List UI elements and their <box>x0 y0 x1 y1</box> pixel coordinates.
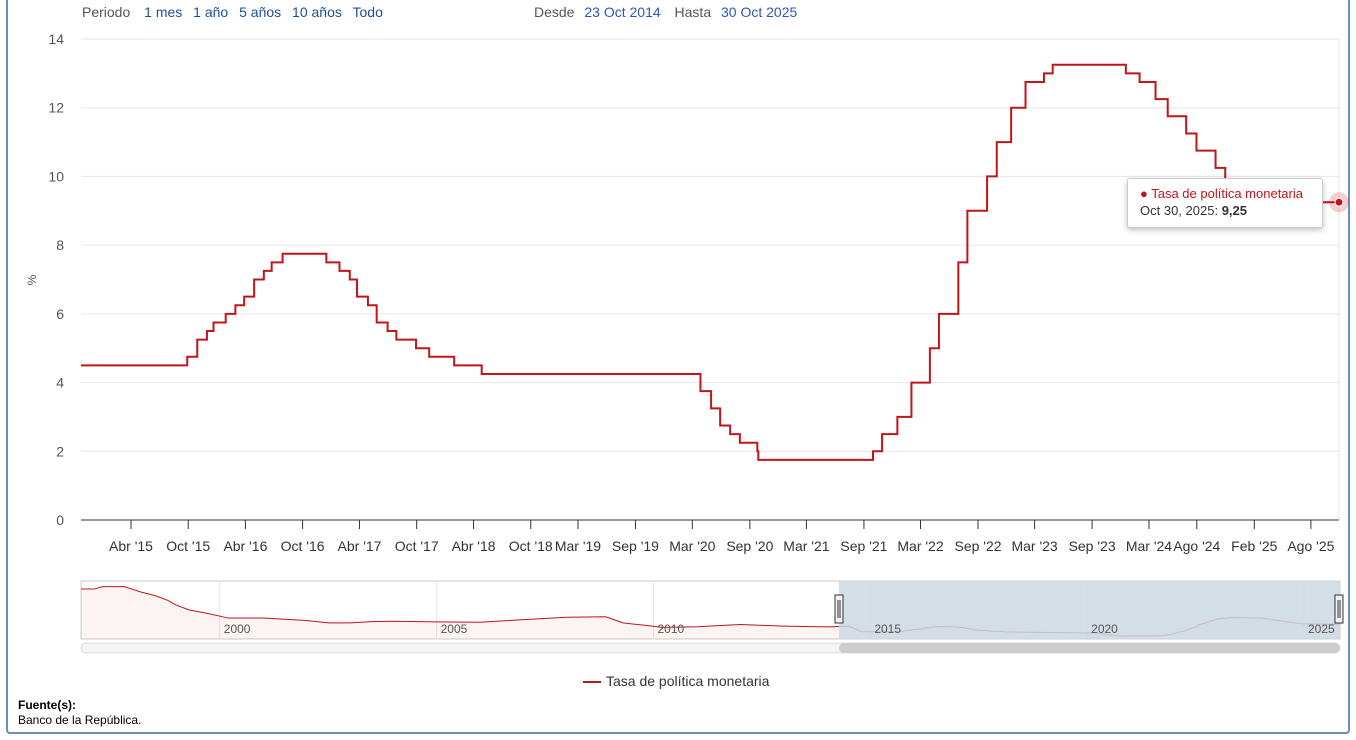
periodo-label: Periodo <box>82 4 131 20</box>
navigator-tick-label: 2005 <box>441 622 468 636</box>
y-tick-label: 12 <box>48 100 64 116</box>
y-tick-label: 0 <box>56 512 64 528</box>
hover-point[interactable] <box>1334 197 1344 207</box>
y-tick-label: 14 <box>48 31 64 47</box>
date-range-inputs: Desde 23 Oct 2014 Hasta 30 Oct 2025 <box>534 4 807 20</box>
tooltip: ● Tasa de política monetaria Oct 30, 202… <box>1127 178 1323 228</box>
navigator-tick-labels: 2000 2005 2010 2015 2020 2025 <box>224 622 1335 636</box>
grid-lines <box>81 38 1340 520</box>
tooltip-bullet: ● <box>1140 186 1152 201</box>
y-axis-ticks: 0 2 4 6 8 10 12 14 <box>48 31 64 528</box>
x-tick-label: Oct '15 <box>166 538 210 554</box>
x-tick-label: Ago '24 <box>1173 538 1220 554</box>
x-tick-label: Mar '24 <box>1126 538 1172 554</box>
x-tick-label: Oct '17 <box>395 538 439 554</box>
legend-swatch <box>583 681 601 684</box>
navigator-handle-right[interactable] <box>1334 594 1344 624</box>
desde-input[interactable]: 23 Oct 2014 <box>584 4 661 20</box>
x-tick-label: Abr '15 <box>109 538 153 554</box>
source-note: Fuente(s): Banco de la República. <box>18 698 141 728</box>
tooltip-date: Oct 30, 2025 <box>1140 203 1215 218</box>
tooltip-value: 9,25 <box>1221 203 1247 218</box>
x-tick-label: Mar '22 <box>897 538 943 554</box>
x-tick-label: Mar '20 <box>669 538 715 554</box>
x-tick-label: Mar '23 <box>1011 538 1057 554</box>
navigator-tick-label: 2010 <box>657 622 684 636</box>
desde-label: Desde <box>534 4 575 20</box>
navigator-selected-range[interactable] <box>839 581 1340 639</box>
x-tick-label: Abr '17 <box>338 538 382 554</box>
hasta-input[interactable]: 30 Oct 2025 <box>721 4 798 20</box>
range-button-1-mes[interactable]: 1 mes <box>144 4 183 20</box>
hasta-label: Hasta <box>674 4 712 20</box>
y-tick-label: 8 <box>56 237 64 253</box>
chart-frame <box>6 0 1350 734</box>
x-tick-label: Sep '23 <box>1069 538 1116 554</box>
x-tick-label: Sep '21 <box>840 538 887 554</box>
x-tick-label: Sep '19 <box>612 538 659 554</box>
y-tick-label: 4 <box>56 375 64 391</box>
navigator-tick-label: 2025 <box>1308 622 1335 636</box>
x-tick-label: Mar '19 <box>555 538 601 554</box>
x-tick-label: Oct '16 <box>281 538 325 554</box>
y-tick-label: 2 <box>56 443 64 459</box>
source-label: Fuente(s): <box>18 698 76 712</box>
navigator-tick-label: 2000 <box>224 622 251 636</box>
legend-label: Tasa de política monetaria <box>606 673 770 689</box>
range-button-10-anos[interactable]: 10 años <box>292 4 342 20</box>
x-tick-label: Sep '22 <box>954 538 1001 554</box>
series-line-tasa[interactable] <box>81 63 1339 461</box>
navigator-tick-label: 2020 <box>1091 622 1118 636</box>
x-tick-label: Ago '25 <box>1287 538 1334 554</box>
y-tick-label: 6 <box>56 306 64 322</box>
x-axis: Abr '15 Oct '15 Abr '16 Oct '16 Abr '17 Oct '… <box>81 519 1339 554</box>
y-tick-label: 10 <box>48 168 64 184</box>
navigator-handle-left[interactable] <box>834 594 844 624</box>
x-tick-label: Oct '18 <box>509 538 553 554</box>
x-tick-label: Sep '20 <box>726 538 773 554</box>
x-tick-label: Mar '21 <box>783 538 829 554</box>
navigator[interactable]: 2000 2005 2010 2015 2020 2025 <box>80 580 1344 654</box>
tooltip-series: Tasa de política monetaria <box>1151 186 1303 201</box>
scrollbar-thumb[interactable] <box>839 643 1340 653</box>
x-tick-label: Feb '25 <box>1231 538 1277 554</box>
range-button-5-anos[interactable]: 5 años <box>239 4 282 20</box>
x-tick-label: Abr '16 <box>223 538 267 554</box>
range-button-todo[interactable]: Todo <box>352 4 383 20</box>
navigator-tick-label: 2015 <box>874 622 901 636</box>
x-tick-label: Abr '18 <box>452 538 496 554</box>
range-selector: Periodo 1 mes 1 año 5 años 10 años Todo <box>82 4 390 20</box>
navigator-series-area <box>81 586 1341 639</box>
source-value: Banco de la República. <box>18 713 142 727</box>
legend-item-tasa[interactable]: Tasa de política monetaria <box>583 673 769 689</box>
y-axis-label: % <box>25 274 39 285</box>
range-button-1-ano[interactable]: 1 año <box>193 4 229 20</box>
